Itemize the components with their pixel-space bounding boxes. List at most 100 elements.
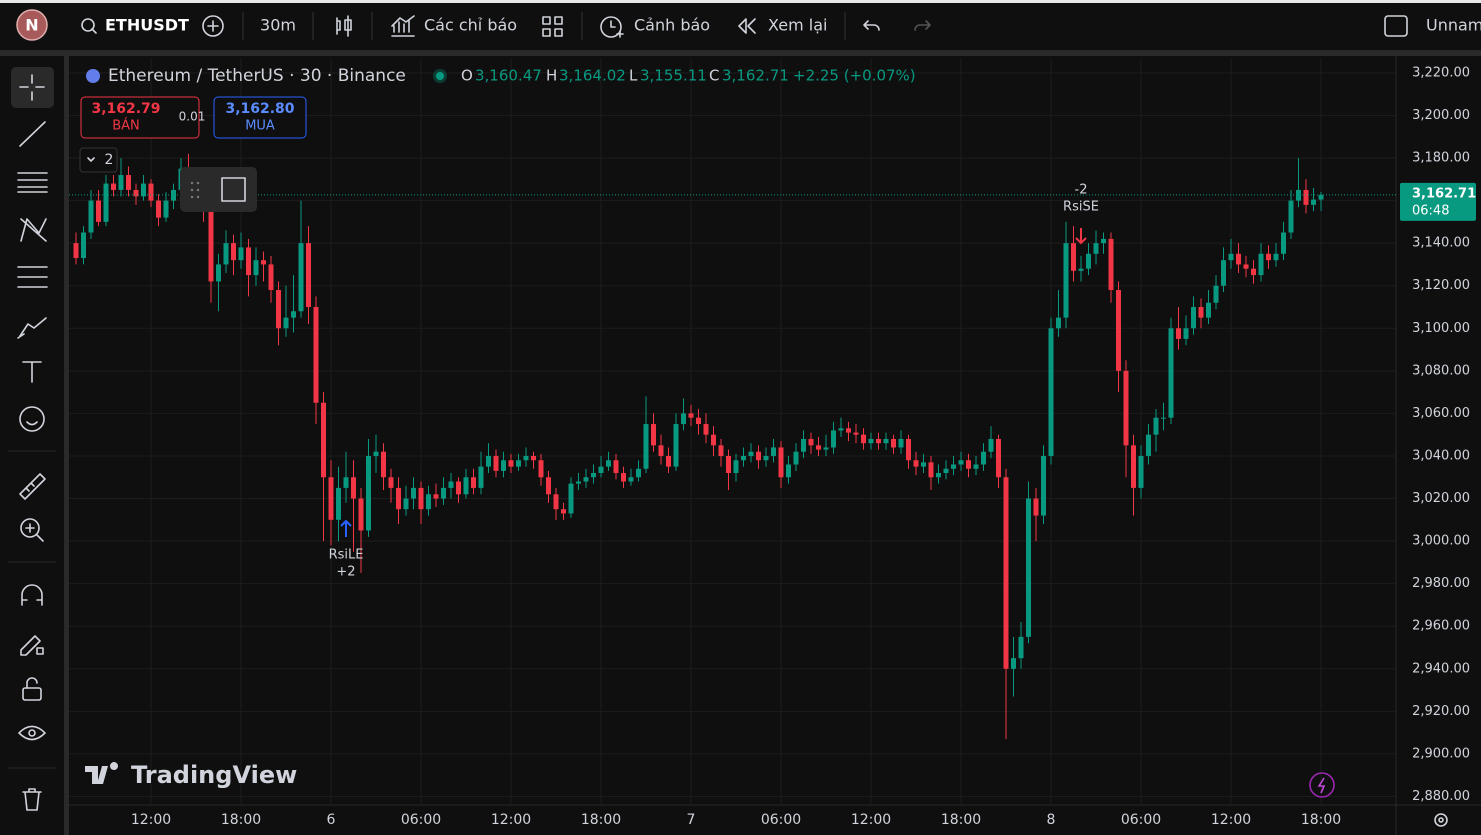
candle-body — [1258, 253, 1264, 276]
chart-type-icon[interactable] — [336, 15, 352, 37]
candle-body — [831, 430, 836, 448]
y-tick-label: 3,020.00 — [1412, 491, 1470, 506]
candle-body — [771, 447, 776, 456]
candle-body — [898, 438, 904, 448]
candle-body — [921, 462, 926, 467]
sell-button[interactable] — [80, 96, 200, 139]
x-tick-label: 18:00 — [1301, 812, 1341, 828]
candle-body — [1251, 268, 1256, 276]
unlock-tool[interactable] — [22, 687, 42, 701]
replay-icon[interactable] — [738, 18, 756, 34]
forecast-tool[interactable] — [17, 266, 48, 288]
fib-tool[interactable] — [17, 172, 48, 193]
buy-price: 3,162.80 — [225, 101, 294, 117]
delete-tool[interactable] — [22, 788, 42, 811]
candle-body — [486, 455, 491, 467]
candle-body — [823, 447, 829, 450]
candle-body — [358, 498, 364, 531]
layouts-icon[interactable] — [542, 16, 563, 37]
undo[interactable] — [863, 20, 880, 31]
layout-icon[interactable] — [1384, 15, 1408, 37]
candle-body — [283, 317, 289, 329]
settings-button[interactable] — [1434, 813, 1448, 827]
candle-body — [1221, 260, 1226, 286]
add-symbol — [207, 20, 219, 32]
brush-tool[interactable] — [17, 317, 47, 339]
candle-body — [238, 247, 244, 261]
candle-body — [1101, 238, 1106, 244]
candle-body — [381, 451, 386, 478]
ruler-tool[interactable] — [19, 473, 46, 500]
sell-price: 3,162.79 — [91, 101, 160, 117]
zoom-tool[interactable] — [20, 518, 40, 538]
candle-body — [973, 464, 979, 469]
interval[interactable]: 30m — [260, 16, 296, 35]
buy-label: MUA — [245, 119, 275, 134]
rectangle-tool[interactable] — [221, 177, 246, 202]
object-count: 2 — [105, 152, 114, 168]
x-tick-label: 06:00 — [1121, 812, 1161, 828]
long-signal-arrow — [340, 519, 352, 537]
candle-body — [666, 455, 671, 467]
active-tool[interactable] — [11, 67, 54, 108]
alert-button[interactable]: Cảnh báo — [634, 16, 710, 35]
candle-body — [621, 473, 626, 482]
indicators-button[interactable]: Các chỉ báo — [424, 16, 517, 35]
object-tree-toggle[interactable] — [79, 147, 118, 173]
candle-body — [718, 445, 724, 456]
candle-body — [1116, 289, 1121, 371]
candle-body — [711, 434, 716, 446]
quantity[interactable]: 0.01 — [179, 110, 206, 124]
magnet-tool[interactable] — [21, 584, 43, 606]
candle-body — [1093, 243, 1099, 254]
indicators-icon[interactable] — [391, 15, 415, 37]
y-tick-label: 2,940.00 — [1412, 661, 1470, 676]
candle-body — [1191, 307, 1196, 329]
x-tick-label: 12:00 — [1211, 812, 1251, 828]
pattern-tool[interactable] — [20, 218, 47, 242]
grip[interactable] — [190, 181, 200, 199]
candle-body — [943, 468, 949, 473]
lock-drawings[interactable] — [20, 635, 44, 656]
replay-button[interactable]: Xem lại — [768, 16, 827, 35]
candle-body — [1296, 189, 1301, 201]
candle-body — [1048, 328, 1054, 456]
y-tick-label: 3,060.00 — [1412, 406, 1470, 421]
text-tool[interactable] — [22, 361, 42, 383]
legend-value: 3,162.71 — [722, 67, 789, 85]
alert-icon[interactable] — [600, 16, 622, 38]
candle-body — [966, 460, 971, 469]
candle-body — [336, 487, 341, 520]
candle-body — [156, 200, 161, 218]
lightning-button[interactable] — [1309, 772, 1335, 798]
trendline-tool[interactable] — [19, 121, 46, 147]
plot — [69, 153, 1396, 740]
add-symbol[interactable] — [202, 15, 224, 37]
symbol[interactable]: ETHUSDT — [105, 16, 189, 35]
candle-body — [418, 487, 424, 510]
candle-body — [606, 460, 611, 467]
candle-body — [703, 424, 709, 435]
layout-name[interactable]: Unnam — [1426, 16, 1481, 35]
candle-body — [1026, 498, 1031, 637]
candle-body — [1041, 455, 1046, 516]
buy-button[interactable] — [213, 96, 307, 139]
candle-body — [171, 189, 176, 201]
candle-body — [861, 434, 866, 444]
candle-body — [1236, 253, 1241, 265]
market-status — [436, 72, 444, 80]
candle-body — [343, 477, 349, 488]
candle-body — [1311, 199, 1316, 205]
candle-body — [583, 477, 589, 482]
candle-body — [853, 432, 859, 435]
visibility-tool[interactable] — [18, 725, 46, 741]
candle-body — [598, 466, 604, 473]
redo[interactable] — [914, 20, 931, 31]
watermark: TradingView — [131, 761, 297, 789]
avatar[interactable] — [16, 9, 48, 41]
candle-body — [268, 264, 274, 290]
candle-body — [501, 460, 506, 471]
candle-body — [321, 402, 326, 478]
candle-body — [463, 477, 469, 495]
emoji-tool[interactable] — [19, 406, 45, 432]
